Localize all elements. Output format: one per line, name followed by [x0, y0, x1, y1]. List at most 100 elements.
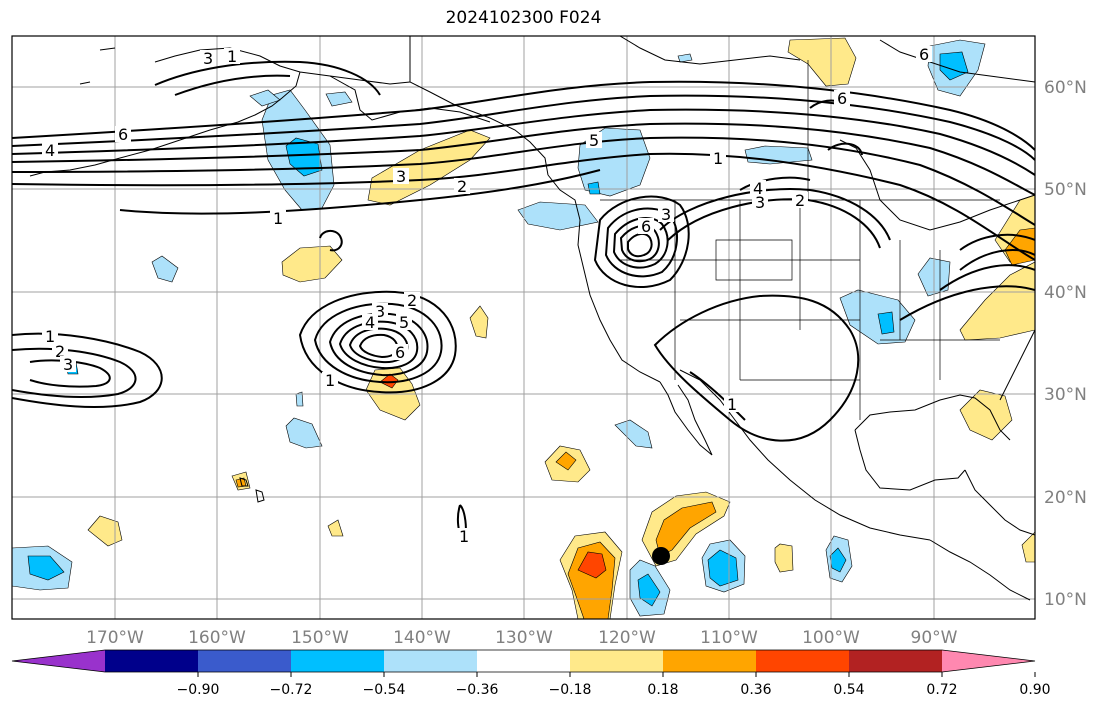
anomaly-negative [295, 391, 304, 407]
anomaly-strong-positive [379, 373, 399, 389]
colorbar-segment [849, 650, 943, 672]
contour-label: 3 [203, 49, 213, 68]
colorbar-tick-label: −0.54 [363, 682, 406, 698]
colorbar-extension-high [942, 650, 1035, 672]
colorbar-tick-label: −0.72 [270, 682, 313, 698]
contour-label: 4 [45, 141, 55, 160]
colorbar-segment [756, 650, 850, 672]
contour-label: 6 [395, 343, 405, 362]
contour-label: 6 [118, 125, 128, 144]
shaded-anomalies [12, 37, 1035, 619]
location-marker [652, 547, 670, 565]
contour-label: 3 [396, 167, 406, 186]
contour-label: 2 [407, 291, 417, 310]
contour-label: 3 [375, 302, 385, 321]
lon-label: 100°W [802, 628, 860, 648]
colorbar-tick-label: 0.90 [1019, 682, 1050, 698]
anomaly-negative [829, 547, 847, 573]
map-title: 2024102300 F024 [445, 8, 602, 28]
colorbar-segment [291, 650, 385, 672]
anomaly-negative [587, 181, 601, 195]
map-frame [11, 35, 1036, 620]
colorbar-segment [384, 650, 478, 672]
anomaly-negative [325, 91, 353, 107]
contour-label: 1 [727, 395, 737, 414]
anomaly-positive [367, 129, 491, 206]
anomaly-negative [285, 417, 323, 449]
lat-label: 30°N [1044, 385, 1087, 405]
contour-label: 1 [325, 371, 335, 390]
contour-label: 1 [227, 47, 237, 66]
political-borders [600, 60, 1000, 420]
lat-label: 10°N [1044, 590, 1087, 610]
lon-label: 120°W [598, 628, 656, 648]
contour-label: 2 [55, 342, 65, 361]
anomaly-positive [1021, 531, 1035, 563]
anomaly-strong-positive [577, 551, 607, 579]
colorbar-segment [663, 650, 757, 672]
anomaly-negative [151, 255, 179, 283]
anomaly-negative [877, 311, 895, 335]
anomaly-positive [281, 245, 343, 283]
colorbar-tick-label: 0.72 [926, 682, 957, 698]
contour-label: 6 [837, 89, 847, 108]
anomaly-positive [87, 515, 123, 547]
contour-label: 2 [795, 191, 805, 210]
colorbar-outline [11, 649, 1036, 673]
colorbar-tick-label: −0.36 [456, 682, 499, 698]
colorbar-tick-label: −0.90 [177, 682, 220, 698]
contour-label: 1 [713, 149, 723, 168]
colorbar-tick-label: 0.18 [647, 682, 678, 698]
contour-label: 3 [755, 193, 765, 212]
lon-label: 130°W [495, 628, 553, 648]
colorbar-tick-label: 0.54 [833, 682, 864, 698]
colorbar-tick-label: 0.36 [740, 682, 771, 698]
lat-label: 50°N [1044, 180, 1087, 200]
colorbar-tick-label: −0.18 [549, 682, 592, 698]
contour-label: 4 [753, 179, 763, 198]
colorbar-segment [105, 650, 199, 672]
contour-label: 6 [641, 217, 651, 236]
contour-label: 5 [399, 313, 409, 332]
colorbar-extension-low [12, 650, 105, 672]
contour-lines [12, 60, 1035, 542]
colorbar-segment [477, 650, 571, 672]
contour-label: 1 [45, 327, 55, 346]
anomaly-positive [787, 37, 857, 87]
longitude-labels: 170°W 160°W 150°W 140°W 130°W 120°W 110°… [86, 628, 958, 648]
anomaly-negative [27, 555, 65, 581]
colorbar-segment [198, 650, 292, 672]
anomaly-positive [774, 543, 794, 573]
anomaly-negative [285, 137, 323, 177]
contour-label: 3 [661, 205, 671, 224]
contour-label: 3 [63, 355, 73, 374]
lon-label: 160°W [188, 628, 246, 648]
anomaly-negative [677, 53, 693, 63]
anomaly-positive [469, 305, 489, 339]
anomaly-negative [939, 51, 969, 81]
lon-label: 170°W [86, 628, 144, 648]
lat-label: 40°N [1044, 283, 1087, 303]
anomaly-strong-positive [555, 451, 577, 471]
lon-label: 140°W [393, 628, 451, 648]
contour-labels: 1 2 3 4 6 3 1 1 3 2 5 1 4 3 2 6 6 3 1 2 … [42, 45, 932, 546]
gridlines [12, 36, 1035, 619]
lat-label: 60°N [1044, 78, 1087, 98]
colorbar-tick-labels: −0.90 −0.72 −0.54 −0.36 −0.18 0.18 0.36 0.54 0.7… [177, 672, 1051, 698]
colorbar-segment [570, 650, 664, 672]
contour-label: 1 [273, 209, 283, 228]
lat-label: 20°N [1044, 488, 1087, 508]
contour-label: 1 [459, 527, 469, 546]
anomaly-negative [517, 201, 599, 231]
latitude-labels: 60°N 50°N 40°N 30°N 20°N 10°N [1044, 78, 1087, 610]
contour-label: 5 [589, 131, 599, 150]
coastlines [29, 36, 1035, 601]
anomaly-positive [327, 519, 344, 537]
lon-label: 90°W [911, 628, 958, 648]
contour-label: 4 [365, 313, 375, 332]
anomaly-negative [707, 549, 739, 587]
lon-label: 110°W [700, 628, 758, 648]
colorbar [11, 649, 1036, 673]
contour-label: 6 [919, 45, 929, 64]
